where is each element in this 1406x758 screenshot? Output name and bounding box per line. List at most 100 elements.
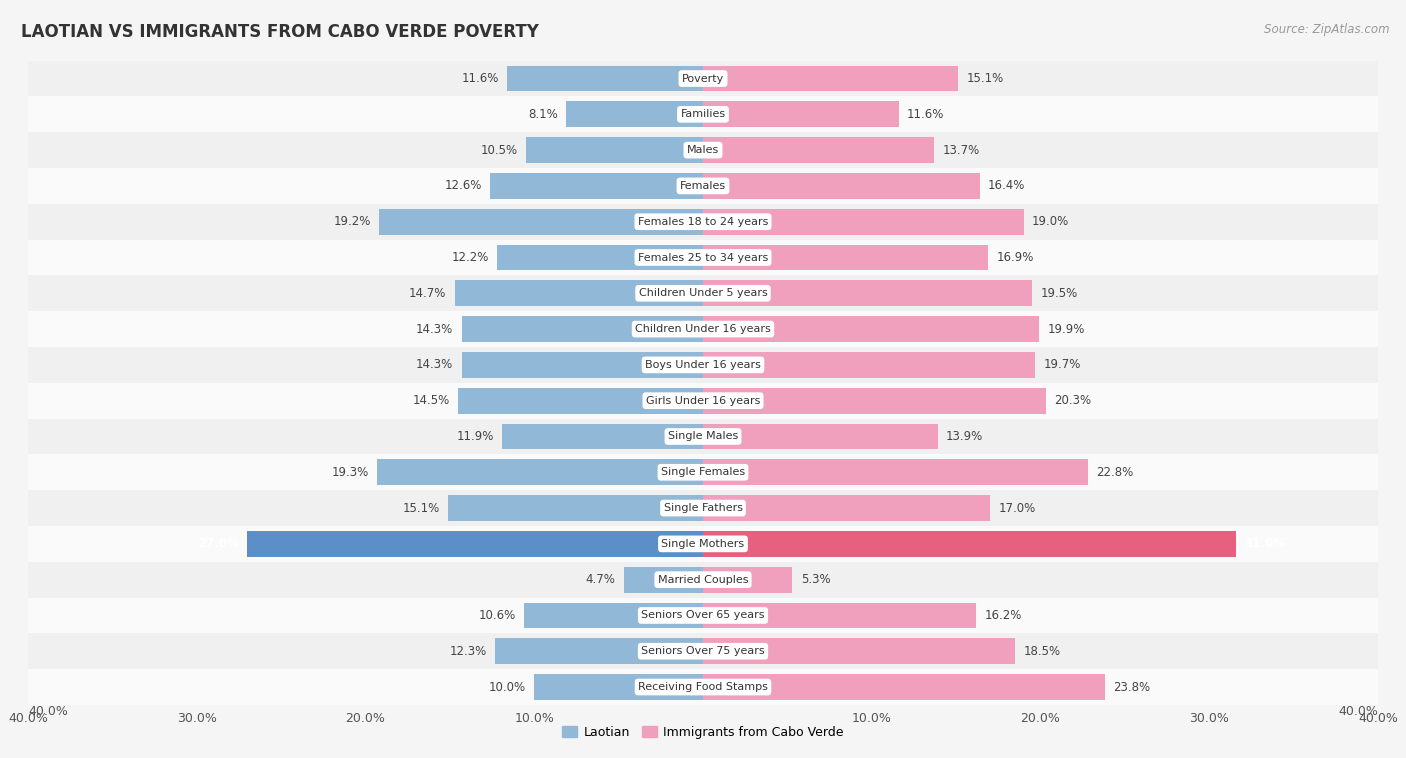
- Bar: [703, 567, 793, 593]
- Bar: [28, 526, 1378, 562]
- Bar: [703, 316, 1039, 342]
- Text: 13.9%: 13.9%: [946, 430, 983, 443]
- Bar: [703, 531, 1236, 556]
- Text: 8.1%: 8.1%: [529, 108, 558, 121]
- Bar: [377, 459, 703, 485]
- Text: 15.1%: 15.1%: [402, 502, 440, 515]
- Text: 11.6%: 11.6%: [461, 72, 499, 85]
- Text: Single Males: Single Males: [668, 431, 738, 441]
- Text: 16.9%: 16.9%: [997, 251, 1033, 264]
- Text: 19.0%: 19.0%: [1032, 215, 1069, 228]
- Bar: [461, 316, 703, 342]
- Text: 14.3%: 14.3%: [416, 359, 453, 371]
- Bar: [703, 352, 1035, 377]
- Text: 31.6%: 31.6%: [1244, 537, 1285, 550]
- Bar: [28, 669, 1378, 705]
- Text: 18.5%: 18.5%: [1024, 645, 1060, 658]
- Bar: [456, 280, 703, 306]
- Text: 4.7%: 4.7%: [585, 573, 616, 586]
- Bar: [380, 208, 703, 235]
- Bar: [28, 347, 1378, 383]
- Bar: [498, 245, 703, 271]
- Text: Children Under 16 years: Children Under 16 years: [636, 324, 770, 334]
- Bar: [28, 562, 1378, 597]
- Text: 5.3%: 5.3%: [801, 573, 831, 586]
- Bar: [458, 388, 703, 414]
- Text: 40.0%: 40.0%: [28, 705, 67, 718]
- Bar: [703, 388, 1046, 414]
- Text: 11.9%: 11.9%: [457, 430, 494, 443]
- Bar: [28, 61, 1378, 96]
- Legend: Laotian, Immigrants from Cabo Verde: Laotian, Immigrants from Cabo Verde: [557, 721, 849, 744]
- Bar: [703, 102, 898, 127]
- Bar: [28, 490, 1378, 526]
- Bar: [703, 208, 1024, 235]
- Bar: [703, 638, 1015, 664]
- Text: 12.2%: 12.2%: [451, 251, 489, 264]
- Bar: [28, 634, 1378, 669]
- Text: 13.7%: 13.7%: [942, 143, 980, 157]
- Bar: [28, 96, 1378, 132]
- Text: 16.2%: 16.2%: [984, 609, 1022, 622]
- Bar: [247, 531, 703, 556]
- Bar: [508, 66, 703, 92]
- Bar: [703, 459, 1088, 485]
- Text: 23.8%: 23.8%: [1114, 681, 1150, 694]
- Text: Boys Under 16 years: Boys Under 16 years: [645, 360, 761, 370]
- Bar: [495, 638, 703, 664]
- Text: 19.7%: 19.7%: [1043, 359, 1081, 371]
- Text: LAOTIAN VS IMMIGRANTS FROM CABO VERDE POVERTY: LAOTIAN VS IMMIGRANTS FROM CABO VERDE PO…: [21, 23, 538, 41]
- Text: Children Under 5 years: Children Under 5 years: [638, 288, 768, 299]
- Text: 19.5%: 19.5%: [1040, 287, 1077, 300]
- Bar: [28, 132, 1378, 168]
- Bar: [524, 603, 703, 628]
- Bar: [28, 312, 1378, 347]
- Text: 22.8%: 22.8%: [1097, 465, 1133, 479]
- Text: 19.9%: 19.9%: [1047, 323, 1084, 336]
- Text: 16.4%: 16.4%: [988, 180, 1025, 193]
- Bar: [28, 240, 1378, 275]
- Bar: [502, 424, 703, 449]
- Text: 40.0%: 40.0%: [1339, 705, 1378, 718]
- Text: Single Fathers: Single Fathers: [664, 503, 742, 513]
- Text: 20.3%: 20.3%: [1054, 394, 1091, 407]
- Text: 15.1%: 15.1%: [966, 72, 1004, 85]
- Bar: [28, 275, 1378, 312]
- Text: 12.6%: 12.6%: [444, 180, 482, 193]
- Text: Females 18 to 24 years: Females 18 to 24 years: [638, 217, 768, 227]
- Text: Receiving Food Stamps: Receiving Food Stamps: [638, 682, 768, 692]
- Bar: [449, 495, 703, 521]
- Bar: [624, 567, 703, 593]
- Text: 27.0%: 27.0%: [198, 537, 239, 550]
- Bar: [534, 674, 703, 700]
- Text: 10.5%: 10.5%: [481, 143, 517, 157]
- Bar: [703, 66, 957, 92]
- Text: 10.0%: 10.0%: [489, 681, 526, 694]
- Text: 14.3%: 14.3%: [416, 323, 453, 336]
- Bar: [28, 454, 1378, 490]
- Bar: [526, 137, 703, 163]
- Bar: [28, 597, 1378, 634]
- Bar: [461, 352, 703, 377]
- Bar: [703, 495, 990, 521]
- Text: 10.6%: 10.6%: [478, 609, 516, 622]
- Bar: [28, 168, 1378, 204]
- Text: Females 25 to 34 years: Females 25 to 34 years: [638, 252, 768, 262]
- Bar: [703, 674, 1105, 700]
- Text: Girls Under 16 years: Girls Under 16 years: [645, 396, 761, 406]
- Bar: [28, 383, 1378, 418]
- Bar: [703, 424, 938, 449]
- Text: 14.7%: 14.7%: [409, 287, 447, 300]
- Bar: [567, 102, 703, 127]
- Bar: [703, 280, 1032, 306]
- Text: Single Females: Single Females: [661, 467, 745, 478]
- Text: 11.6%: 11.6%: [907, 108, 945, 121]
- Text: Females: Females: [681, 181, 725, 191]
- Text: Seniors Over 65 years: Seniors Over 65 years: [641, 610, 765, 621]
- Text: Single Mothers: Single Mothers: [661, 539, 745, 549]
- Text: 17.0%: 17.0%: [998, 502, 1035, 515]
- Bar: [703, 245, 988, 271]
- Bar: [28, 418, 1378, 454]
- Text: Families: Families: [681, 109, 725, 119]
- Text: Married Couples: Married Couples: [658, 575, 748, 584]
